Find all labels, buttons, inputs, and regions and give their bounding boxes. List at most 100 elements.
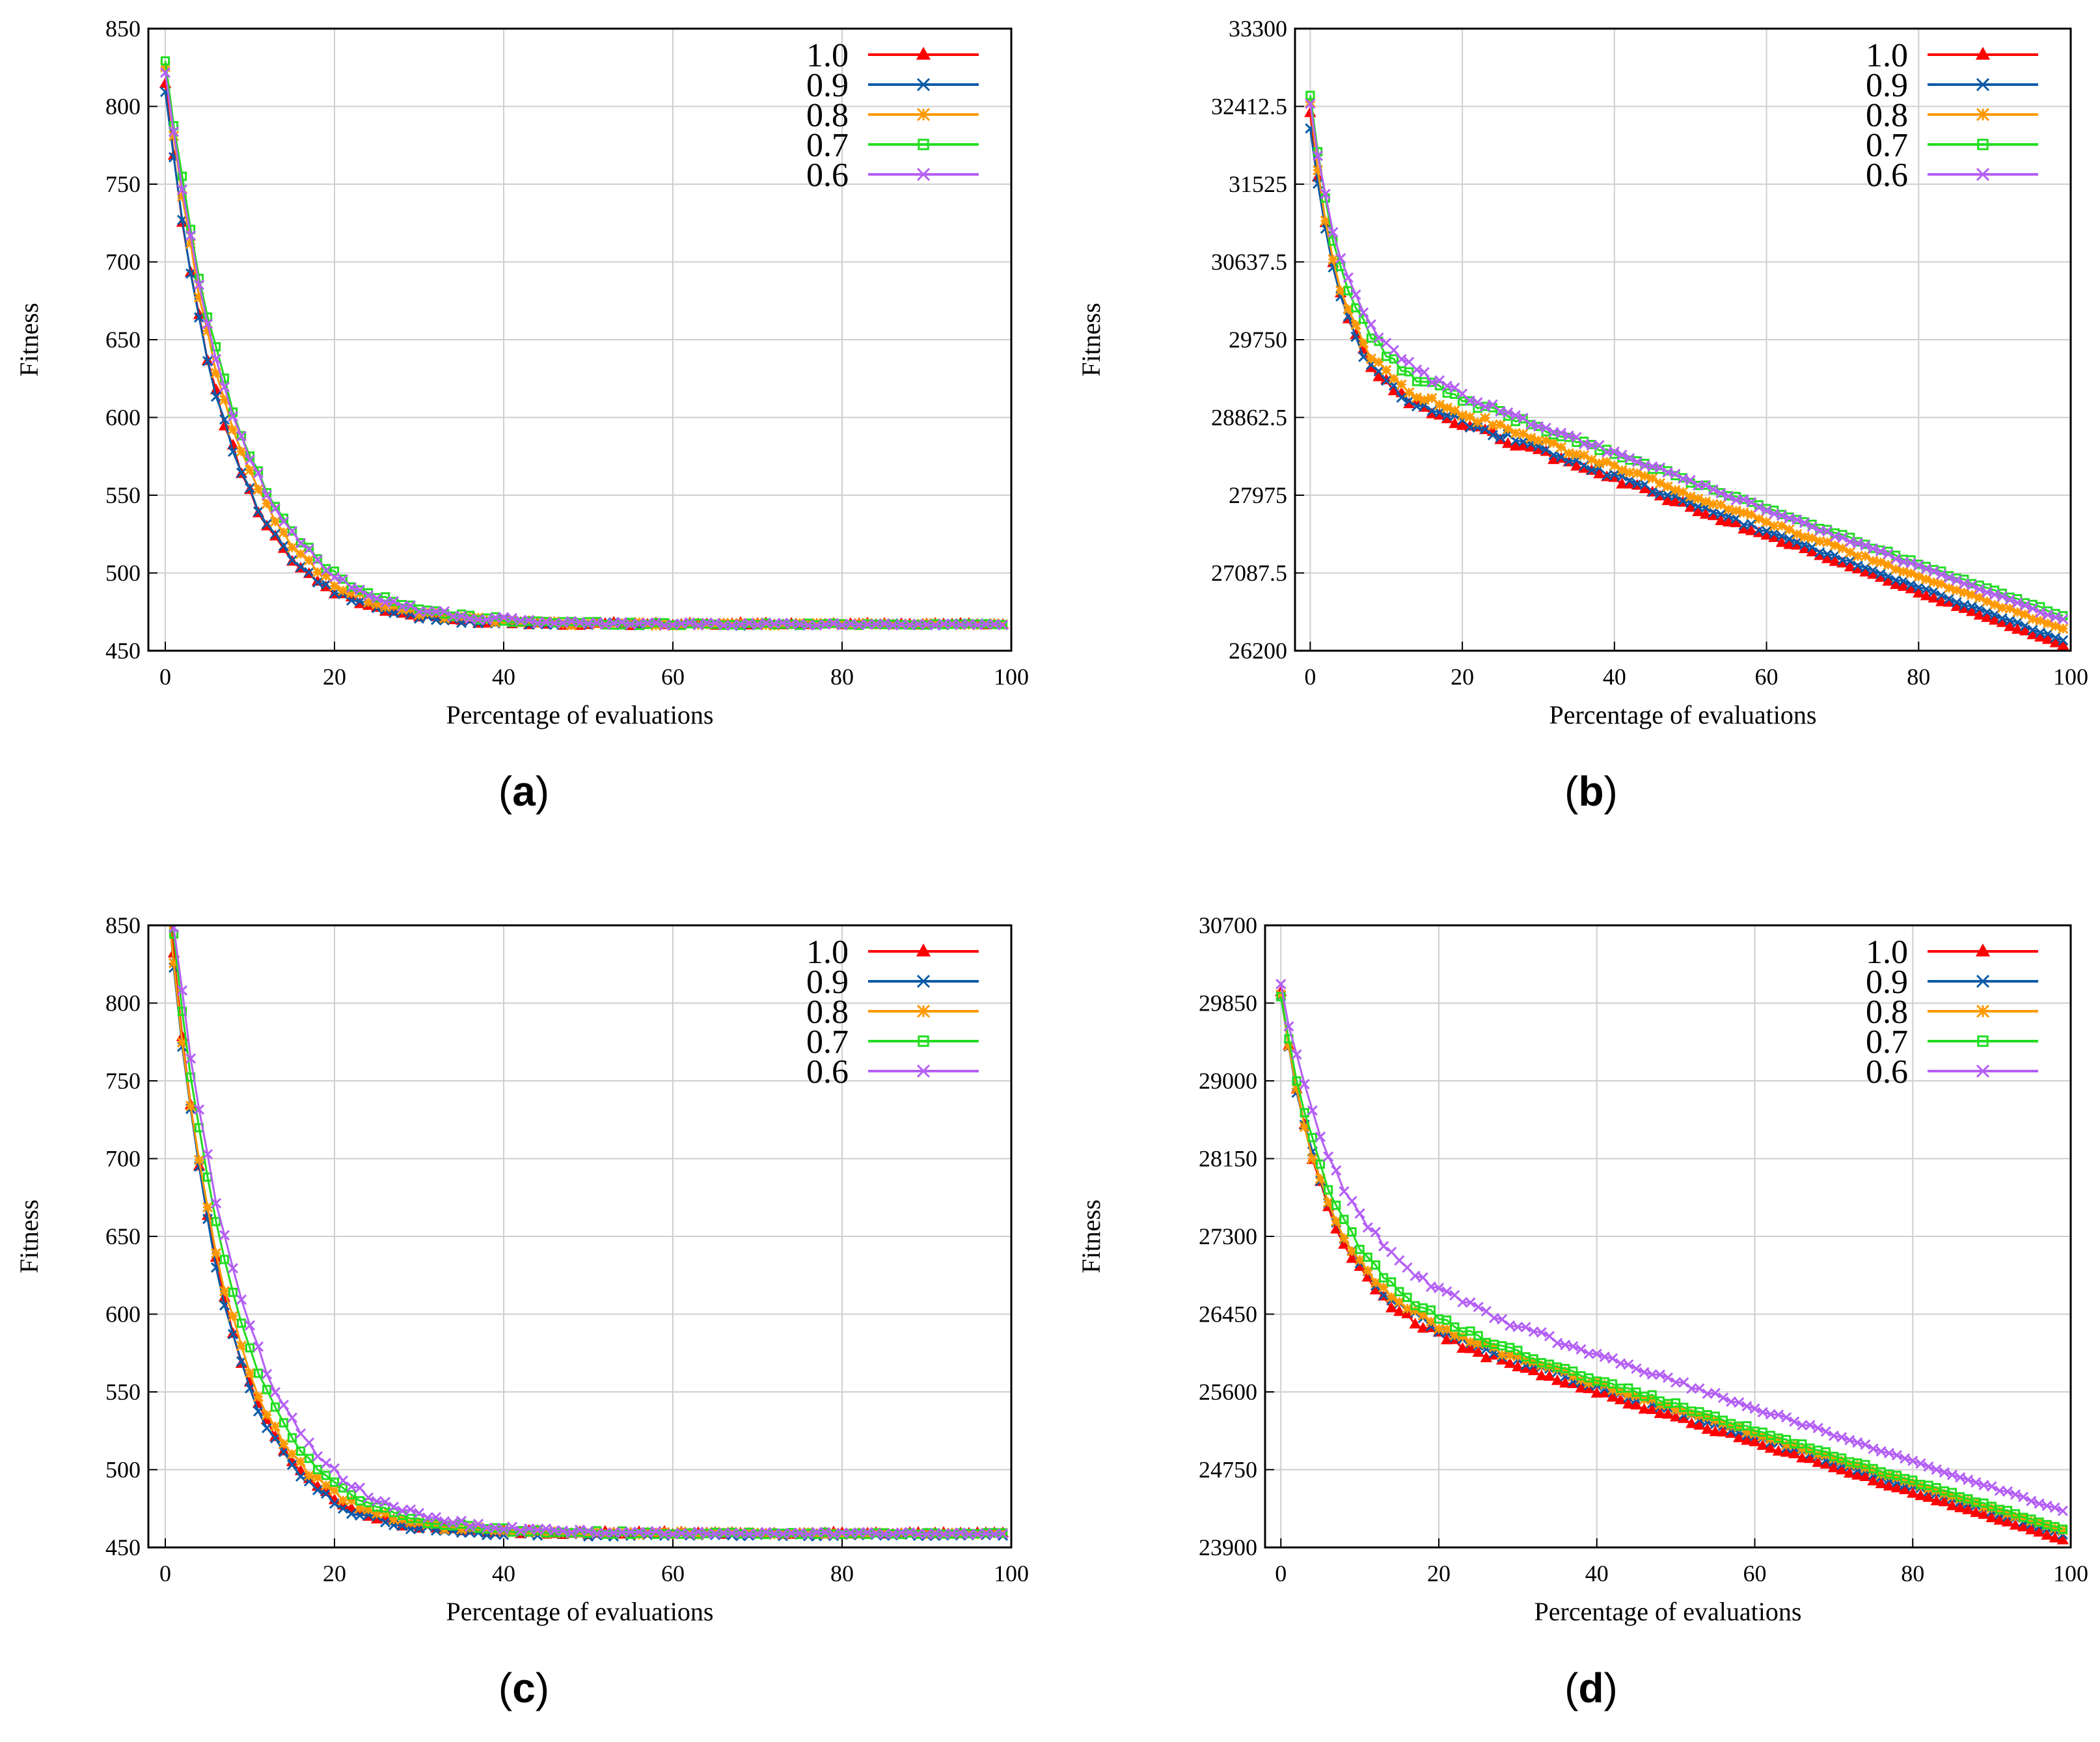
data-point (1411, 392, 1423, 403)
data-point (1670, 1404, 1682, 1415)
data-point (1723, 504, 1734, 515)
data-point (295, 1446, 306, 1456)
data-point (1393, 1305, 1406, 1316)
data-point (1517, 439, 1529, 451)
data-point (591, 1527, 603, 1538)
data-point (1525, 419, 1536, 430)
legend-marker (916, 1004, 931, 1018)
data-point (354, 1503, 366, 1514)
data-point (1433, 1283, 1445, 1294)
data-point (1829, 540, 1840, 551)
data-point (1757, 1407, 1768, 1418)
data-point (168, 957, 180, 969)
y-tick-label: 27087.5 (1211, 560, 1287, 586)
data-point (1898, 575, 1909, 586)
data-point (1579, 460, 1590, 471)
data-point (1994, 1505, 2005, 1516)
y-tick-label: 750 (105, 1068, 141, 1094)
data-point (2049, 1523, 2060, 1534)
data-point (286, 1449, 298, 1460)
data-point (1654, 462, 1666, 473)
data-point (286, 526, 298, 537)
data-point (659, 1529, 670, 1540)
x-tick-label: 0 (159, 1560, 171, 1586)
x-tick-label: 0 (1275, 1560, 1287, 1586)
data-point (456, 1524, 467, 1535)
data-point (972, 619, 983, 631)
data-point (1973, 608, 1985, 620)
data-point (1339, 1214, 1349, 1224)
data-point (1543, 1370, 1556, 1381)
data-point (329, 580, 340, 592)
data-point (1630, 1398, 1643, 1409)
data-point (2034, 631, 2047, 642)
x-tick-label: 60 (1743, 1560, 1767, 1586)
data-point (2004, 603, 2015, 614)
data-point (1760, 528, 1773, 540)
data-point (2057, 1505, 2068, 1516)
data-point (185, 230, 197, 241)
data-point (608, 1527, 620, 1538)
data-point (1388, 344, 1399, 356)
data-point (1913, 571, 1924, 582)
data-point (1989, 599, 2000, 610)
data-point (616, 1527, 628, 1538)
data-point (1776, 510, 1787, 521)
data-point (397, 600, 407, 610)
data-point (346, 582, 357, 593)
data-point (1305, 98, 1316, 109)
data-point (726, 619, 738, 631)
data-point (2011, 623, 2024, 634)
data-point (159, 67, 171, 78)
data-point (938, 618, 949, 629)
data-point (1343, 272, 1354, 283)
data-point (1441, 1324, 1452, 1335)
data-point (1426, 392, 1438, 403)
series-line-0-8 (1309, 102, 2064, 630)
data-point (1495, 432, 1506, 443)
y-tick-label: 29850 (1199, 990, 1257, 1016)
data-point (1647, 472, 1658, 484)
data-point (295, 562, 307, 573)
legend-label: 0.8 (1866, 97, 1908, 134)
data-point (1851, 1469, 1864, 1480)
data-point (1883, 549, 1894, 560)
data-point (210, 368, 222, 379)
legend-label: 0.6 (806, 1054, 849, 1091)
y-tick-label: 23900 (1199, 1534, 1257, 1560)
data-point (161, 855, 169, 862)
data-point (836, 1527, 848, 1538)
data-point (295, 1456, 307, 1467)
data-point (1583, 1378, 1594, 1389)
x-tick-label: 100 (2053, 664, 2088, 690)
data-point (1860, 551, 1871, 562)
data-point (1457, 1296, 1468, 1308)
data-point (337, 574, 349, 585)
data-point (176, 184, 188, 195)
data-point (963, 618, 975, 629)
y-tick-label: 550 (105, 1379, 141, 1405)
data-point (1776, 520, 1787, 532)
data-point (1381, 375, 1392, 386)
data-point (2041, 1500, 2052, 1512)
data-point (1792, 537, 1803, 548)
data-point (1882, 575, 1894, 586)
data-point (608, 618, 620, 629)
data-point (1685, 1417, 1698, 1428)
data-point (1792, 514, 1803, 525)
data-point (1599, 1379, 1610, 1390)
data-point (464, 611, 476, 622)
data-point (193, 1154, 205, 1165)
data-point (1417, 1272, 1428, 1283)
data-point (295, 1471, 307, 1482)
data-point (1512, 1360, 1524, 1372)
data-point (1440, 1333, 1453, 1344)
data-point (1312, 165, 1324, 176)
data-point (743, 1529, 755, 1540)
x-tick-label: 20 (1427, 1560, 1451, 1586)
legend-label: 0.8 (1866, 994, 1908, 1031)
data-point (1761, 505, 1772, 516)
data-point (1788, 1447, 1801, 1458)
data-point (1726, 1421, 1737, 1432)
data-point (303, 1470, 315, 1481)
